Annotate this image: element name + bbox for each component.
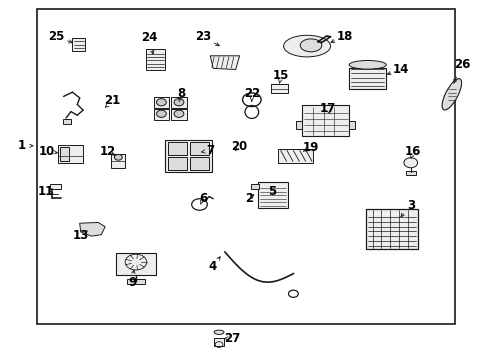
Bar bbox=[167, 142, 187, 155]
Text: 19: 19 bbox=[302, 141, 318, 154]
Text: 17: 17 bbox=[319, 102, 335, 114]
Text: 15: 15 bbox=[272, 69, 289, 82]
Text: 25: 25 bbox=[48, 30, 64, 43]
Ellipse shape bbox=[156, 110, 166, 117]
Text: 27: 27 bbox=[224, 332, 240, 345]
Bar bbox=[302, 105, 348, 136]
Ellipse shape bbox=[300, 39, 321, 52]
Ellipse shape bbox=[174, 99, 183, 106]
Text: 13: 13 bbox=[72, 229, 89, 242]
Bar bbox=[127, 279, 144, 284]
Text: 10: 10 bbox=[38, 145, 55, 158]
Bar bbox=[270, 84, 287, 93]
Bar bbox=[60, 147, 69, 161]
Bar bbox=[296, 121, 302, 129]
Ellipse shape bbox=[156, 99, 166, 106]
Bar bbox=[167, 157, 187, 170]
Bar bbox=[251, 184, 259, 189]
Bar bbox=[111, 154, 125, 168]
Bar bbox=[348, 121, 354, 129]
Bar bbox=[50, 184, 61, 189]
Text: 8: 8 bbox=[177, 87, 184, 100]
Bar bbox=[37, 9, 454, 324]
Text: 9: 9 bbox=[128, 276, 136, 289]
Polygon shape bbox=[210, 56, 239, 69]
Bar bbox=[62, 119, 71, 124]
Bar bbox=[153, 97, 169, 108]
Text: 20: 20 bbox=[231, 140, 247, 153]
Text: 11: 11 bbox=[38, 185, 54, 198]
Ellipse shape bbox=[403, 158, 417, 168]
Bar bbox=[214, 338, 224, 346]
Bar bbox=[58, 145, 83, 163]
Bar bbox=[258, 182, 287, 208]
Ellipse shape bbox=[348, 60, 386, 69]
Text: 2: 2 bbox=[245, 192, 253, 205]
Bar bbox=[189, 157, 209, 170]
Text: 16: 16 bbox=[404, 145, 421, 158]
Text: 24: 24 bbox=[141, 31, 157, 44]
Text: 21: 21 bbox=[104, 94, 121, 107]
Bar bbox=[145, 49, 165, 70]
Text: 18: 18 bbox=[336, 30, 352, 42]
Bar bbox=[365, 209, 417, 249]
Ellipse shape bbox=[441, 79, 461, 110]
Polygon shape bbox=[80, 222, 105, 236]
Text: 6: 6 bbox=[199, 192, 206, 205]
Ellipse shape bbox=[174, 110, 183, 117]
Text: 22: 22 bbox=[243, 87, 260, 100]
Bar bbox=[165, 140, 212, 172]
Bar bbox=[277, 149, 312, 163]
Text: 5: 5 bbox=[267, 185, 275, 198]
Bar bbox=[153, 109, 169, 120]
Bar bbox=[348, 68, 386, 89]
Bar bbox=[171, 109, 186, 120]
Ellipse shape bbox=[214, 330, 224, 334]
Text: 12: 12 bbox=[99, 145, 116, 158]
Text: 1: 1 bbox=[18, 139, 26, 152]
Text: 23: 23 bbox=[194, 30, 211, 43]
Text: 7: 7 bbox=[206, 144, 214, 157]
Bar bbox=[405, 171, 415, 175]
Bar bbox=[189, 142, 209, 155]
Ellipse shape bbox=[114, 154, 122, 160]
Text: 3: 3 bbox=[406, 199, 414, 212]
Ellipse shape bbox=[283, 35, 330, 57]
Bar bbox=[171, 97, 186, 108]
Text: 26: 26 bbox=[453, 58, 469, 71]
Text: 14: 14 bbox=[392, 63, 408, 76]
Bar bbox=[72, 38, 85, 51]
Text: 4: 4 bbox=[208, 260, 216, 273]
Bar bbox=[116, 253, 155, 275]
